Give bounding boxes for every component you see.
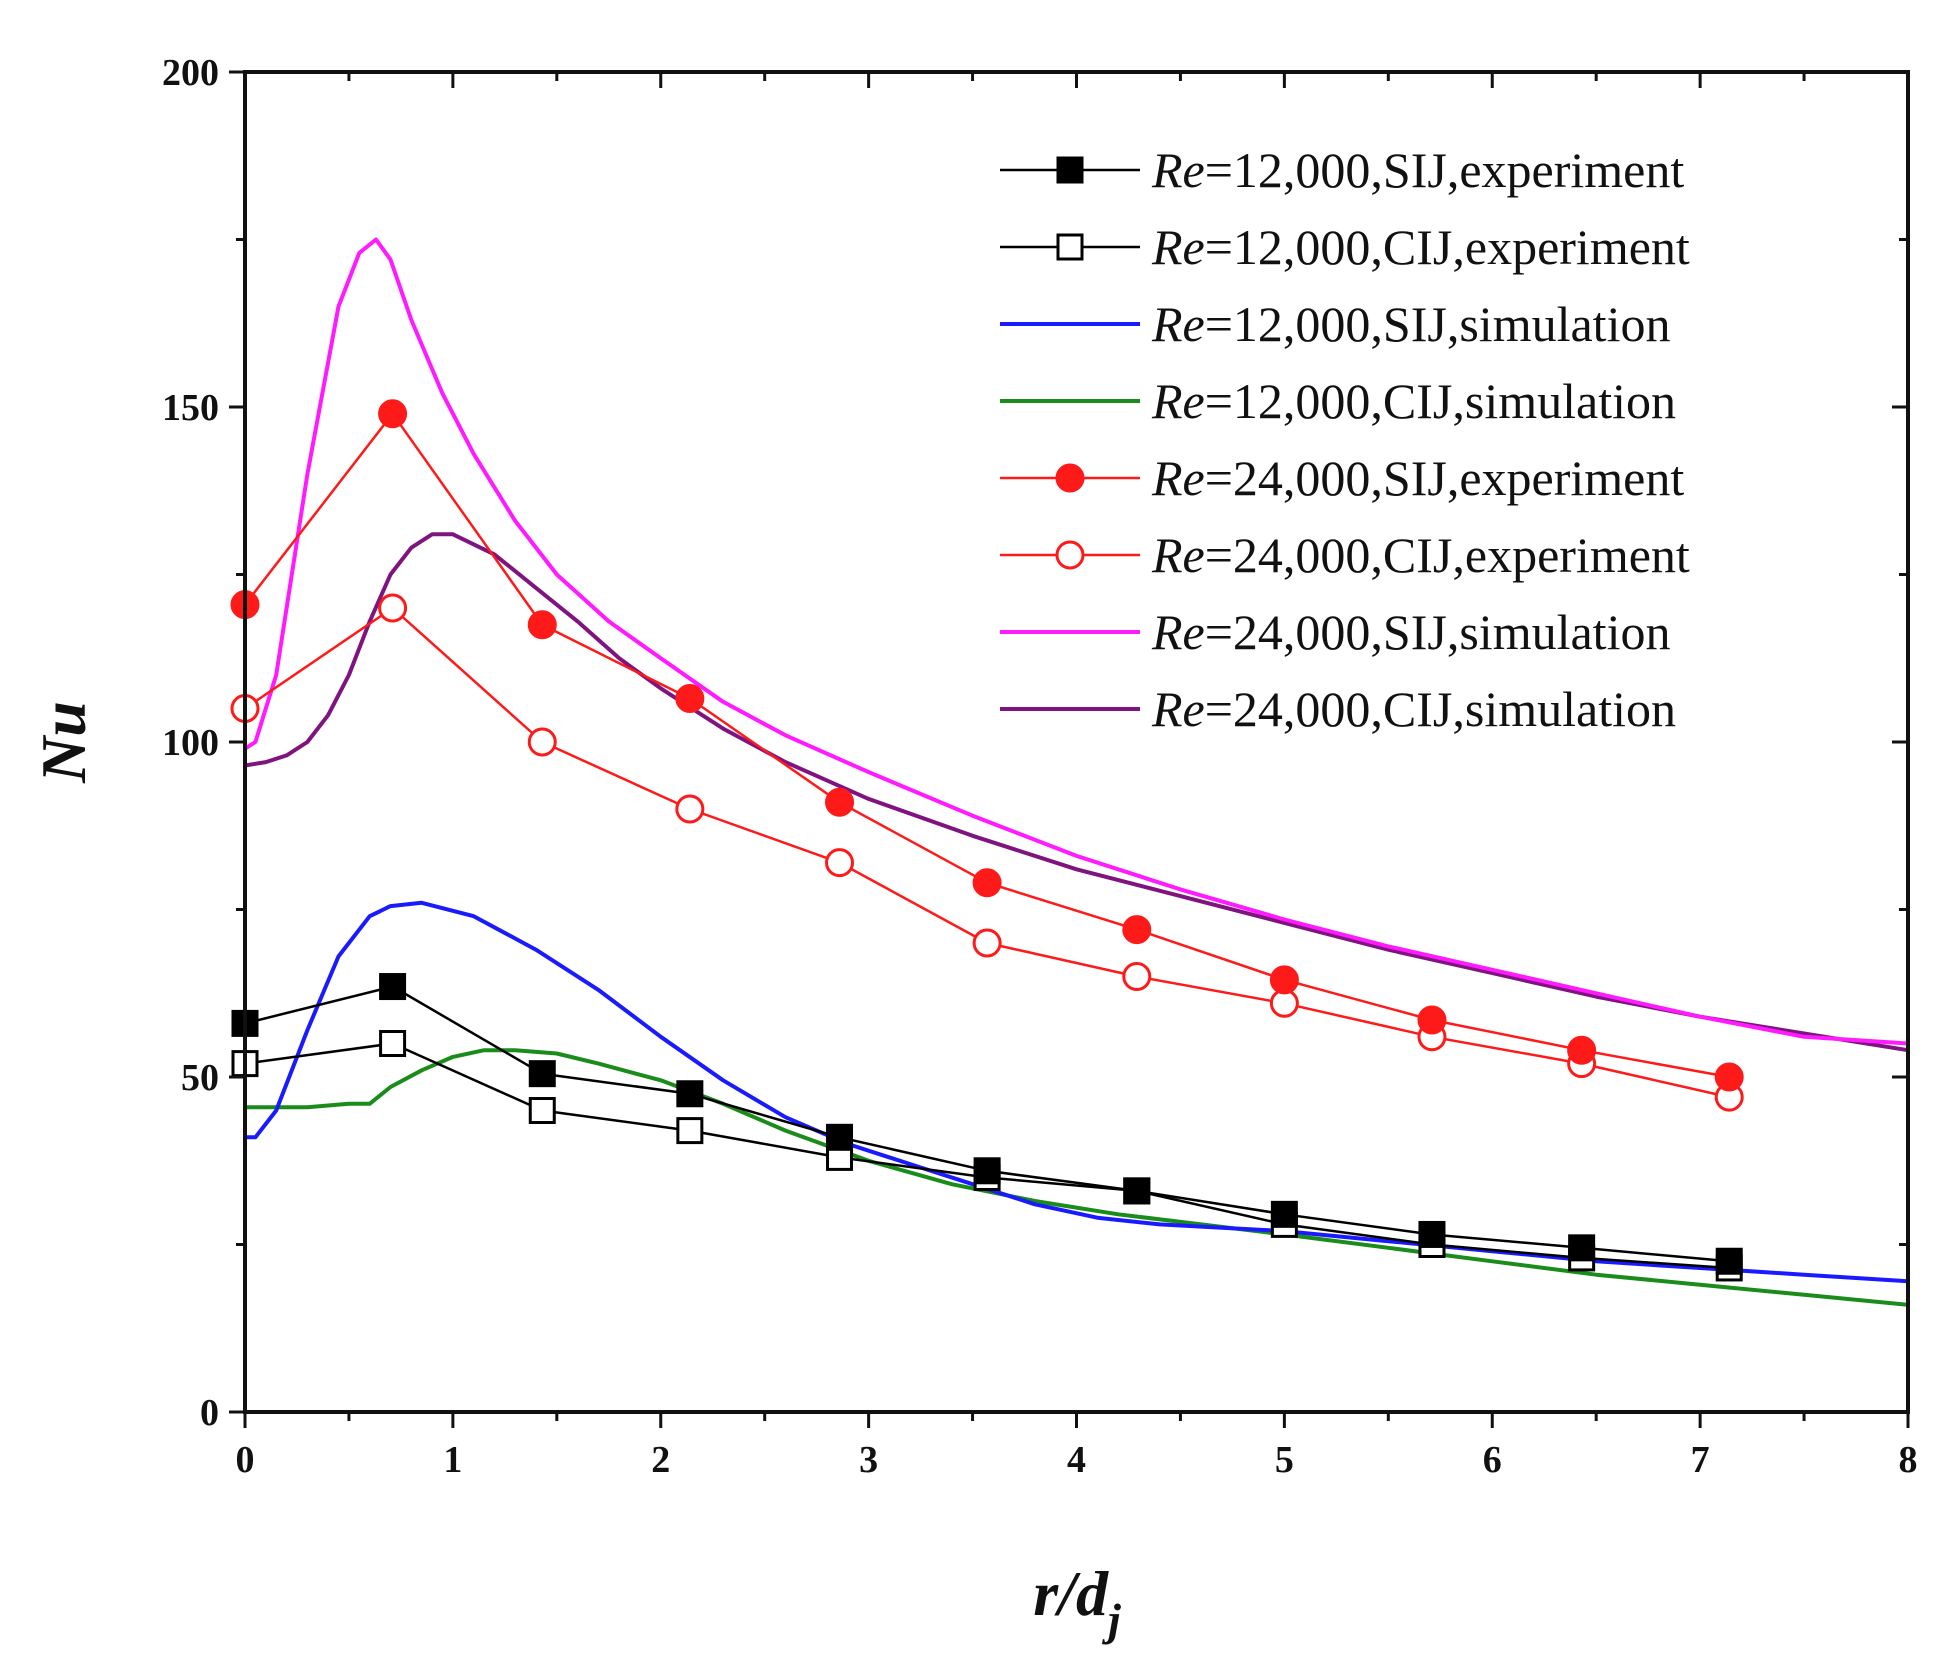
x-tick-label: 1 bbox=[443, 1439, 462, 1481]
data-point bbox=[379, 973, 407, 1001]
legend-entry-0: Re=12,000,SIJ,experiment bbox=[1000, 142, 1684, 198]
y-tick-label: 50 bbox=[181, 1057, 219, 1099]
axis-ticks: 0 1 2 3 4 5 6 7 8 0 50 100 150 200 bbox=[162, 52, 1918, 1481]
y-tick-label: 200 bbox=[162, 52, 219, 94]
legend-label: Re=12,000,CIJ,simulation bbox=[1151, 373, 1676, 429]
x-axis-title: r/dj bbox=[1033, 1558, 1121, 1645]
legend-label-re: Re bbox=[1151, 296, 1205, 352]
legend-marker bbox=[1055, 540, 1085, 570]
x-tick-label: 7 bbox=[1691, 1439, 1710, 1481]
data-point bbox=[1714, 1062, 1744, 1092]
x-tick-label: 2 bbox=[651, 1439, 670, 1481]
legend-marker bbox=[1055, 463, 1085, 493]
legend-marker bbox=[1056, 156, 1084, 184]
series-4 bbox=[230, 399, 1744, 1092]
series-5 bbox=[230, 593, 1744, 1112]
legend-label: Re=12,000,SIJ,simulation bbox=[1151, 296, 1670, 352]
legend-label-re: Re bbox=[1151, 142, 1205, 198]
data-point bbox=[1269, 965, 1299, 995]
y-tick-label: 150 bbox=[162, 387, 219, 429]
series-line bbox=[244, 985, 1730, 1263]
legend-label: Re=24,000,SIJ,simulation bbox=[1151, 604, 1670, 660]
x-tick-label: 0 bbox=[236, 1439, 255, 1481]
data-point bbox=[1567, 1035, 1597, 1065]
data-point bbox=[1715, 1247, 1743, 1275]
legend-label-re: Re bbox=[1151, 450, 1205, 506]
series-3 bbox=[245, 1048, 1909, 1307]
legend-label: Re=12,000,SIJ,experiment bbox=[1151, 142, 1684, 198]
legend-label: Re=12,000,CIJ,experiment bbox=[1151, 219, 1690, 275]
legend-label-re: Re bbox=[1151, 604, 1205, 660]
series-line bbox=[245, 1048, 1909, 1307]
y-axis-title: Nu bbox=[28, 701, 99, 784]
series-layer bbox=[230, 237, 1909, 1307]
data-point bbox=[825, 787, 855, 817]
data-point bbox=[675, 794, 705, 824]
legend-label-rest: =24,000,CIJ,experiment bbox=[1205, 527, 1690, 583]
legend-label-re: Re bbox=[1151, 219, 1205, 275]
legend-label-rest: =12,000,SIJ,simulation bbox=[1205, 296, 1671, 352]
legend: Re=12,000,SIJ,experimentRe=12,000,CIJ,ex… bbox=[1000, 142, 1690, 737]
legend-entry-4: Re=24,000,SIJ,experiment bbox=[1000, 450, 1684, 506]
legend-label-rest: =24,000,SIJ,simulation bbox=[1205, 604, 1671, 660]
data-point bbox=[972, 868, 1002, 898]
data-point bbox=[676, 1117, 704, 1145]
series-line bbox=[243, 237, 1909, 1046]
x-tick-label: 5 bbox=[1275, 1439, 1294, 1481]
legend-entry-7: Re=24,000,CIJ,simulation bbox=[1000, 681, 1676, 737]
y-tick-label: 0 bbox=[200, 1392, 219, 1434]
data-point bbox=[378, 593, 408, 623]
series-line bbox=[244, 1042, 1730, 1270]
data-point bbox=[972, 928, 1002, 958]
legend-marker bbox=[1056, 233, 1084, 261]
data-point bbox=[826, 1123, 854, 1151]
legend-entry-2: Re=12,000,SIJ,simulation bbox=[1000, 296, 1670, 352]
legend-entry-5: Re=24,000,CIJ,experiment bbox=[1000, 527, 1690, 583]
data-point bbox=[973, 1157, 1001, 1185]
legend-label: Re=24,000,CIJ,simulation bbox=[1151, 681, 1676, 737]
series-7 bbox=[244, 532, 1909, 1053]
data-point bbox=[1418, 1220, 1446, 1248]
data-point bbox=[1123, 1177, 1151, 1205]
data-point bbox=[378, 399, 408, 429]
data-point bbox=[676, 1080, 704, 1108]
data-point bbox=[527, 610, 557, 640]
data-point bbox=[1568, 1234, 1596, 1262]
data-point bbox=[528, 1060, 556, 1088]
data-point bbox=[527, 727, 557, 757]
x-axis-title-main: r/d bbox=[1033, 1558, 1109, 1629]
legend-label-re: Re bbox=[1151, 373, 1205, 429]
x-tick-label: 6 bbox=[1483, 1439, 1502, 1481]
legend-label-re: Re bbox=[1151, 527, 1205, 583]
series-2 bbox=[245, 900, 1909, 1284]
legend-label-rest: =12,000,CIJ,simulation bbox=[1205, 373, 1676, 429]
legend-entry-1: Re=12,000,CIJ,experiment bbox=[1000, 219, 1690, 275]
data-point bbox=[528, 1097, 556, 1124]
data-point bbox=[1270, 1200, 1298, 1228]
legend-label: Re=24,000,SIJ,experiment bbox=[1151, 450, 1684, 506]
data-point bbox=[675, 683, 705, 713]
x-tick-label: 3 bbox=[859, 1439, 878, 1481]
legend-label-rest: =12,000,CIJ,experiment bbox=[1205, 219, 1690, 275]
data-point bbox=[1417, 1005, 1447, 1035]
x-tick-label: 8 bbox=[1899, 1439, 1918, 1481]
legend-label-re: Re bbox=[1151, 681, 1205, 737]
y-tick-label: 100 bbox=[162, 722, 219, 764]
legend-entry-6: Re=24,000,SIJ,simulation bbox=[1000, 604, 1670, 660]
legend-label-rest: =24,000,SIJ,experiment bbox=[1205, 450, 1685, 506]
data-point bbox=[1122, 915, 1152, 945]
legend-label-rest: =24,000,CIJ,simulation bbox=[1205, 681, 1676, 737]
data-point bbox=[1122, 962, 1152, 991]
series-line bbox=[244, 532, 1909, 1053]
series-line bbox=[245, 900, 1909, 1284]
series-6 bbox=[243, 237, 1909, 1046]
legend-label: Re=24,000,CIJ,experiment bbox=[1151, 527, 1690, 583]
x-tick-label: 4 bbox=[1067, 1439, 1086, 1481]
series-0 bbox=[231, 973, 1743, 1275]
legend-label-rest: =12,000,SIJ,experiment bbox=[1205, 142, 1685, 198]
data-point bbox=[379, 1030, 407, 1057]
data-point bbox=[825, 848, 855, 878]
legend-entry-3: Re=12,000,CIJ,simulation bbox=[1000, 373, 1676, 429]
